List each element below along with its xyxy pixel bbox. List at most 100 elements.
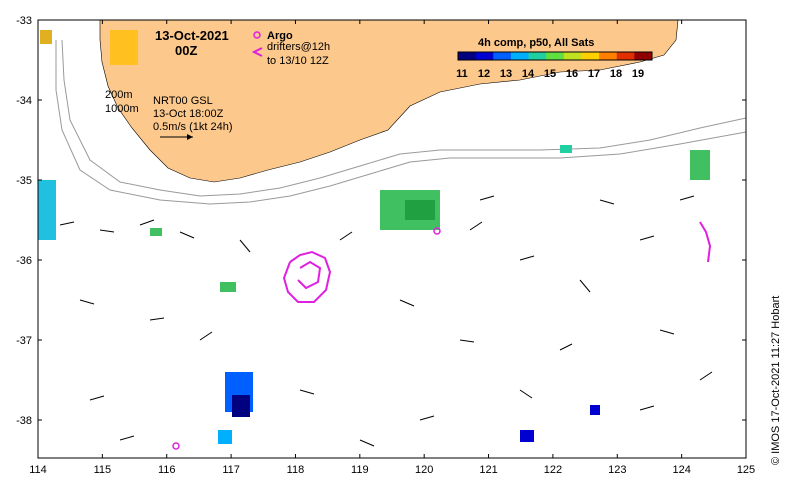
lat-tick-label: -36 [16, 255, 32, 267]
lat-tick-label: -35 [16, 175, 32, 187]
current-arrow [139, 219, 155, 226]
current-arrow [99, 229, 115, 233]
colorbar-label: 16 [566, 68, 578, 80]
colorbar-label: 12 [478, 68, 490, 80]
product-label: NRT00 GSL [153, 95, 213, 107]
current-arrow [419, 415, 435, 421]
current-arrow [679, 195, 695, 201]
colorbar-swatch [599, 52, 618, 60]
argo-float [433, 227, 441, 235]
current-arrow [149, 317, 165, 321]
current-arrow [339, 231, 353, 241]
sst-patch [150, 228, 162, 236]
drifter-track [297, 260, 322, 290]
current-arrow [359, 439, 375, 447]
lat-tick-label: -37 [16, 335, 32, 347]
lon-tick-label: 120 [415, 464, 433, 476]
drifter-track [699, 221, 712, 263]
current-arrow [199, 331, 213, 341]
current-arrow [659, 329, 675, 335]
drifter-legend-range: to 13/10 12Z [267, 55, 329, 67]
lon-tick-label: 117 [222, 464, 240, 476]
isobath-200m [61, 39, 747, 197]
lon-tick-label: 124 [672, 464, 690, 476]
map-date: 13-Oct-2021 [155, 28, 229, 43]
current-arrow [579, 279, 591, 293]
colorbar-label: 18 [610, 68, 622, 80]
plot-frame [37, 19, 747, 459]
colorbar-title: 4h comp, p50, All Sats [478, 37, 594, 49]
colorbar-label: 19 [632, 68, 644, 80]
drifter-legend-icon [251, 47, 263, 57]
current-vectors [59, 195, 713, 447]
current-arrow [239, 239, 251, 253]
current-arrow [399, 299, 415, 307]
lat-ticks: -33 -34 -35 -36 -37 -38 [16, 15, 746, 427]
colorbar-label: 11 [456, 68, 468, 80]
lon-tick-label: 116 [158, 464, 176, 476]
colorbar-swatch [475, 52, 494, 60]
lon-tick-label: 125 [737, 464, 755, 476]
colorbar-swatch [493, 52, 512, 60]
colorbar-label: 17 [588, 68, 600, 80]
isobath-200-label: 200m [105, 89, 133, 101]
sst-patch [38, 180, 56, 240]
lon-tick-label: 119 [351, 464, 369, 476]
lon-ticks: 114 115 116 117 118 119 120 121 122 123 124 125 [29, 20, 755, 476]
lon-tick-label: 123 [608, 464, 626, 476]
lat-tick-label: -33 [16, 15, 32, 27]
sst-patch [520, 430, 534, 442]
colorbar-swatch [546, 52, 565, 60]
scale-arrow-head [187, 134, 193, 140]
current-arrow [519, 255, 535, 261]
colorbar-label: 15 [544, 68, 556, 80]
current-arrow [699, 371, 713, 381]
sst-patch [590, 405, 600, 415]
lat-tick-label: -38 [16, 415, 32, 427]
colorbar-swatch [510, 52, 530, 60]
argo-float [172, 442, 180, 450]
sst-patches [38, 30, 710, 444]
current-arrow [519, 389, 533, 399]
valid-time-label: 13-Oct 18:00Z [153, 108, 224, 120]
current-arrow [119, 435, 135, 441]
lon-tick-label: 114 [29, 464, 47, 476]
current-arrow [179, 231, 195, 239]
drifter-track [282, 250, 332, 303]
current-arrow [299, 389, 315, 395]
current-arrow [79, 299, 95, 305]
colorbar-label: 14 [522, 68, 535, 80]
colorbar-swatch [528, 52, 547, 60]
current-arrow [459, 339, 475, 343]
sst-patch [560, 145, 572, 153]
current-arrow [599, 199, 615, 205]
sst-patch [405, 200, 435, 220]
lon-tick-label: 121 [479, 464, 497, 476]
sst-colorbar [457, 51, 653, 61]
scale-label: 0.5m/s (1kt 24h) [153, 121, 232, 133]
colorbar-swatch [634, 52, 653, 60]
isobath-1000m [55, 40, 747, 205]
current-arrow [89, 395, 105, 401]
credit-label: © IMOS 17-Oct-2021 11:27 Hobart [770, 296, 782, 465]
sst-patch [110, 30, 138, 65]
map-time: 00Z [175, 43, 197, 58]
colorbar-frame [457, 51, 653, 61]
argo-legend-icon [253, 31, 261, 39]
current-arrow [639, 405, 655, 411]
current-arrow [469, 221, 483, 231]
lon-tick-label: 118 [287, 464, 305, 476]
lon-tick-label: 122 [544, 464, 562, 476]
sst-patch [690, 150, 710, 180]
colorbar-swatch [616, 52, 635, 60]
colorbar-swatch [581, 52, 600, 60]
isobath-1000-label: 1000m [105, 103, 139, 115]
sst-patch [220, 282, 236, 292]
sst-patch [218, 430, 232, 444]
lon-tick-label: 115 [94, 464, 112, 476]
colorbar-labels: 11 12 13 14 15 16 17 18 19 [456, 68, 644, 80]
lat-tick-label: -34 [16, 95, 32, 107]
argo-legend-label: Argo [267, 30, 293, 42]
drifter-legend-label: drifters@12h [267, 41, 330, 53]
